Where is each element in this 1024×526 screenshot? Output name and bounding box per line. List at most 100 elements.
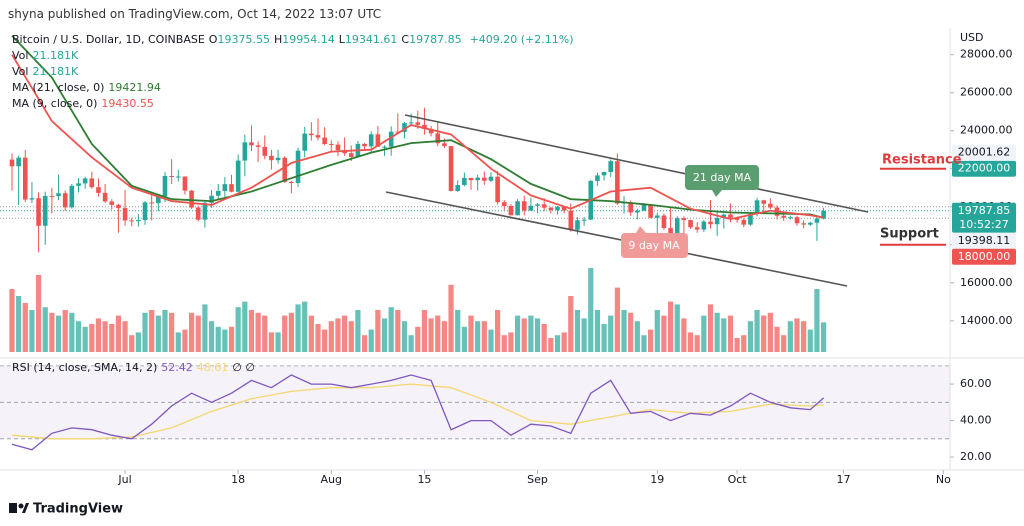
candle-body	[9, 159, 15, 167]
ma-name: MA (21, close, 0)	[12, 81, 105, 94]
candle-body	[734, 217, 740, 220]
ma-name: MA (9, close, 0)	[12, 97, 98, 110]
candle-body	[442, 143, 447, 147]
legend-vol: Vol 21.181K	[12, 64, 578, 80]
candle-body	[601, 171, 607, 176]
ohlc-value: 19375.55	[217, 33, 270, 46]
volume-bar	[415, 326, 421, 352]
volume-bar	[621, 310, 627, 352]
candle-body	[22, 157, 28, 200]
volume-bar	[428, 318, 434, 352]
volume-bar	[601, 324, 607, 352]
volume-bar	[721, 318, 727, 352]
volume-bar	[335, 318, 341, 352]
price-label: 22000.00	[958, 162, 1011, 175]
volume-bar	[495, 310, 501, 352]
rsi-name: RSI (14, close, SMA, 14, 2)	[12, 361, 158, 374]
candle-body	[102, 192, 108, 202]
legend-ma: MA (21, close, 0) 19421.94	[12, 80, 578, 96]
candle-body	[42, 195, 48, 226]
legend-vol: Vol 21.181K	[12, 48, 578, 64]
volume-bar	[568, 296, 574, 352]
volume-bar	[235, 307, 241, 352]
volume-bar	[534, 318, 541, 352]
candle-body	[714, 217, 720, 225]
candle-body	[402, 123, 407, 132]
currency-label: USD	[960, 31, 984, 44]
ma21-callout	[685, 165, 759, 190]
volume-bar	[22, 303, 28, 352]
volume-bar	[514, 315, 521, 352]
x-tick-label: No	[936, 473, 951, 486]
volume-bar	[820, 322, 827, 352]
footer-logo	[9, 503, 29, 513]
volume-bar	[761, 315, 767, 352]
volume-bar	[741, 335, 747, 352]
volume-bar	[262, 315, 268, 352]
candle-body	[189, 190, 194, 208]
ohlc-key: C	[401, 33, 410, 46]
volume-bar	[687, 332, 694, 352]
ohlc-value: 19787.85	[409, 33, 462, 46]
ma9-callout	[621, 233, 688, 258]
candle-body	[475, 177, 480, 181]
volume-bar	[541, 324, 547, 352]
volume-bar	[315, 324, 321, 352]
candle-body	[761, 200, 767, 204]
volume-bar	[202, 304, 208, 352]
candle-body	[708, 221, 713, 225]
volume-bar	[747, 321, 754, 352]
candle-body	[16, 157, 21, 167]
volume-bar	[122, 321, 128, 352]
x-tick-label: Jul	[117, 473, 131, 486]
volume-bar	[667, 301, 674, 352]
volume-bar	[581, 318, 587, 352]
volume-bar	[674, 304, 680, 352]
ohlc-key: O	[208, 33, 218, 46]
volume-bar	[481, 321, 487, 352]
volume-bar	[62, 310, 68, 352]
price-label: 19398.11	[958, 234, 1011, 247]
y-tick-label: 28000.00	[960, 48, 1013, 61]
candle-body	[661, 215, 667, 229]
volume-bar	[82, 326, 88, 352]
volume-bar	[448, 284, 454, 352]
candle-body	[455, 185, 461, 191]
volume-bar	[182, 329, 188, 352]
candle-body	[269, 155, 274, 161]
volume-bar	[355, 310, 361, 352]
candle-body	[422, 124, 427, 129]
volume-bar	[781, 335, 787, 352]
candle-body	[515, 201, 520, 216]
volume-bar	[381, 318, 388, 352]
volume-bar	[348, 321, 354, 352]
candle-body	[528, 205, 534, 211]
candle-body	[794, 217, 800, 224]
volume-bar	[282, 315, 288, 352]
rsi-legend: RSI (14, close, SMA, 14, 2) 52.42 48.61 ∅ ∅	[12, 360, 259, 376]
price-label-box	[952, 232, 1016, 249]
candle-body	[728, 214, 733, 218]
candle-body	[568, 210, 574, 230]
candle-body	[382, 146, 387, 148]
ohlc-value: 19341.61	[344, 33, 398, 46]
volume-bar	[641, 335, 647, 352]
ohlc: O19375.55 H19954.14 L19341.61 C19787.85	[209, 33, 466, 46]
volume-bar	[195, 315, 201, 352]
candle-body	[555, 206, 560, 210]
volume-bar	[322, 329, 328, 352]
volume-bar	[614, 287, 620, 352]
candle-body	[814, 218, 820, 223]
volume-bar	[461, 326, 467, 352]
candle-body	[635, 210, 640, 213]
volume-bar	[295, 304, 301, 352]
volume-bar	[102, 321, 108, 352]
rsi-tick-label: 40.00	[960, 414, 992, 427]
rsi-line	[11, 374, 825, 451]
volume-bar	[681, 318, 687, 352]
candle-body	[195, 207, 201, 220]
candle-body	[215, 190, 221, 196]
x-tick-label: 19	[650, 473, 664, 486]
volume-bar	[421, 310, 428, 352]
